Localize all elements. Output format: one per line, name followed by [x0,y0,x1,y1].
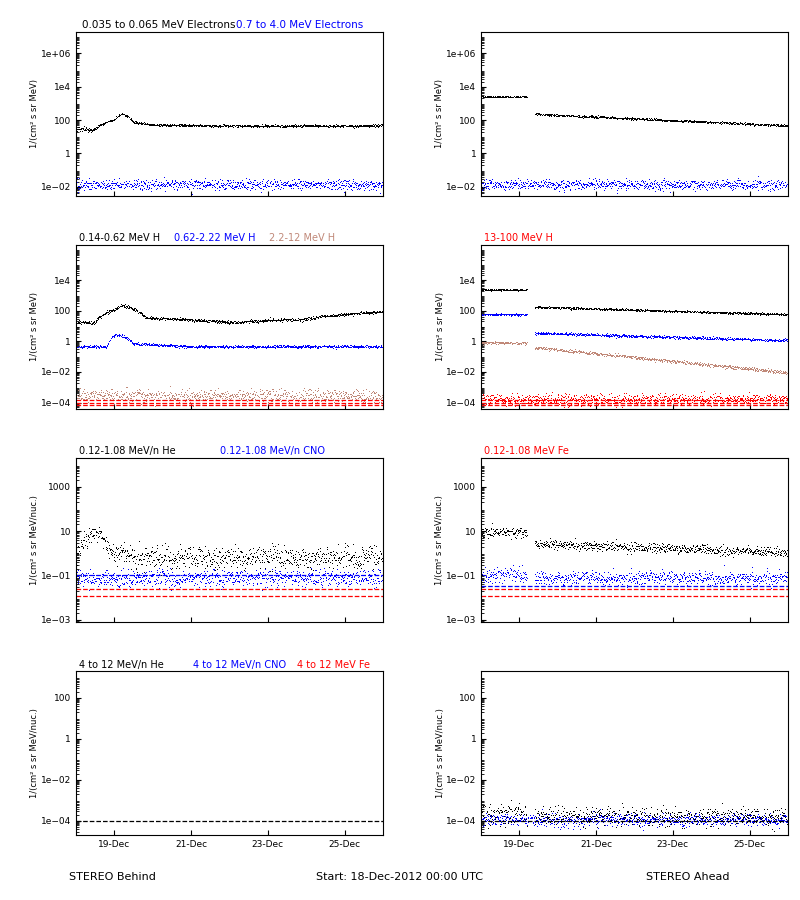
Y-axis label: 1/(cm² s sr MeV): 1/(cm² s sr MeV) [30,292,39,361]
Text: 2.2-12 MeV H: 2.2-12 MeV H [270,233,335,243]
Text: 0.62-2.22 MeV H: 0.62-2.22 MeV H [174,233,256,243]
Y-axis label: 1/(cm² s sr MeV/nuc.): 1/(cm² s sr MeV/nuc.) [435,495,445,585]
Text: 4 to 12 MeV/n He: 4 to 12 MeV/n He [79,660,164,670]
Text: STEREO Ahead: STEREO Ahead [646,872,730,882]
Y-axis label: 1/(cm² s sr MeV): 1/(cm² s sr MeV) [435,79,445,148]
Text: 4 to 12 MeV Fe: 4 to 12 MeV Fe [297,660,370,670]
Text: 0.14-0.62 MeV H: 0.14-0.62 MeV H [79,233,160,243]
Text: STEREO Behind: STEREO Behind [69,872,155,882]
Text: 4 to 12 MeV/n CNO: 4 to 12 MeV/n CNO [193,660,286,670]
Text: 13-100 MeV H: 13-100 MeV H [484,233,553,243]
Y-axis label: 1/(cm² s sr MeV): 1/(cm² s sr MeV) [436,292,445,361]
Text: 0.12-1.08 MeV Fe: 0.12-1.08 MeV Fe [484,446,569,456]
Text: 0.12-1.08 MeV/n He: 0.12-1.08 MeV/n He [79,446,176,456]
Text: 0.7 to 4.0 MeV Electrons: 0.7 to 4.0 MeV Electrons [235,20,363,30]
Y-axis label: 1/(cm² s sr MeV/nuc.): 1/(cm² s sr MeV/nuc.) [30,495,39,585]
Y-axis label: 1/(cm² s sr MeV/nuc.): 1/(cm² s sr MeV/nuc.) [30,708,39,798]
Text: 0.035 to 0.065 MeV Electrons: 0.035 to 0.065 MeV Electrons [82,20,236,30]
Text: 0.12-1.08 MeV/n CNO: 0.12-1.08 MeV/n CNO [220,446,326,456]
Y-axis label: 1/(cm² s sr MeV/nuc.): 1/(cm² s sr MeV/nuc.) [436,708,445,798]
Y-axis label: 1/(cm² s sr MeV): 1/(cm² s sr MeV) [30,79,39,148]
Text: Start: 18-Dec-2012 00:00 UTC: Start: 18-Dec-2012 00:00 UTC [317,872,483,882]
